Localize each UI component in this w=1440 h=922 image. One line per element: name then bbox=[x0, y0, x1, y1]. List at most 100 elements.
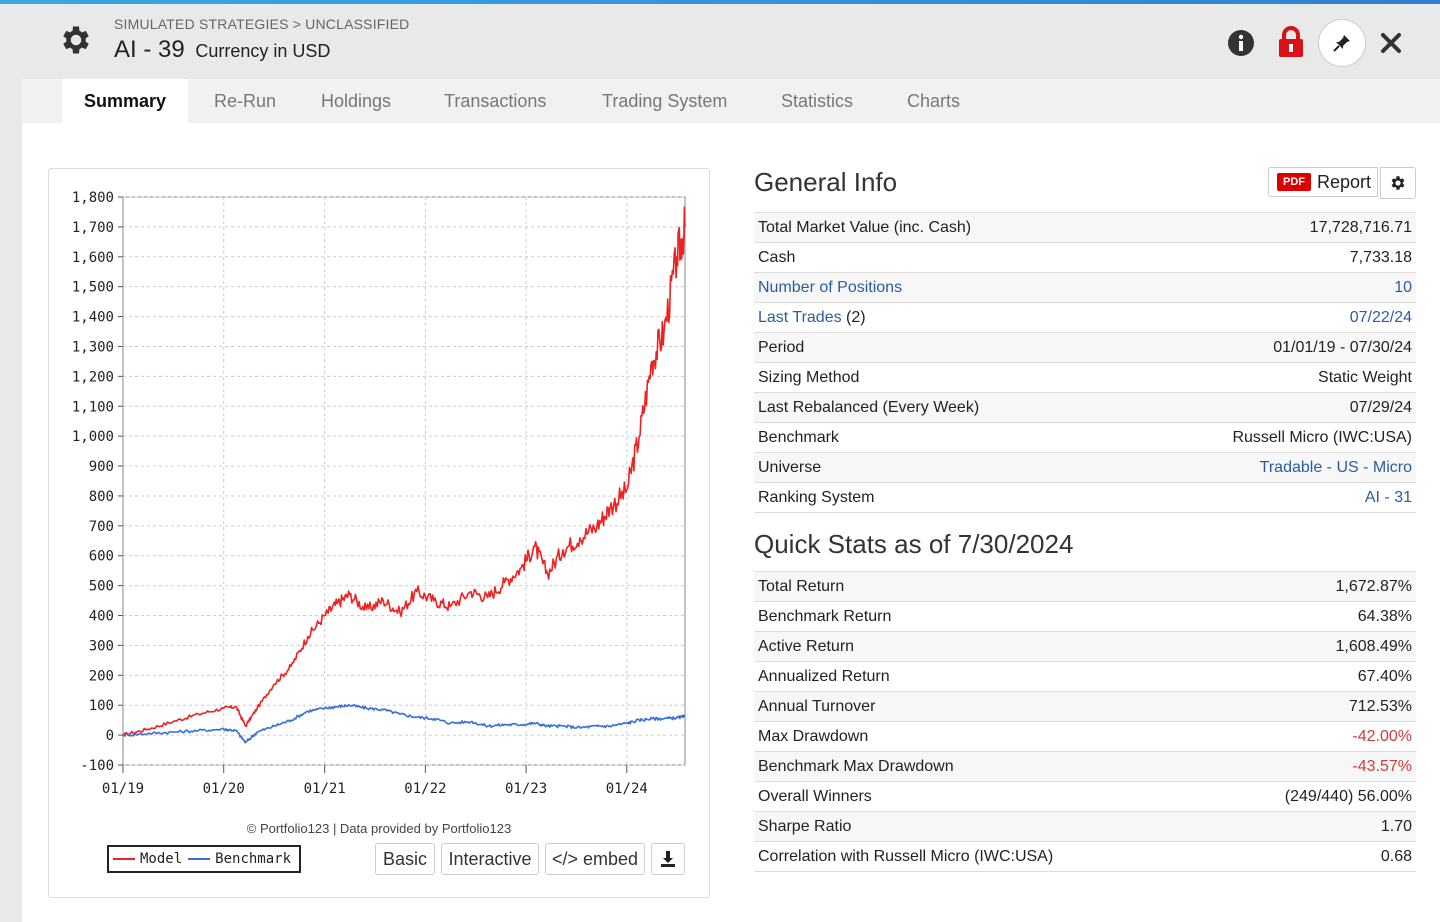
y-tick-label: 1,800 bbox=[72, 190, 114, 206]
positions-link[interactable]: Number of Positions bbox=[758, 278, 903, 296]
legend-benchmark[interactable]: Benchmark bbox=[215, 851, 292, 867]
x-tick-label: 01/21 bbox=[304, 781, 346, 797]
embed-button[interactable]: </> embed bbox=[545, 843, 645, 875]
close-button[interactable] bbox=[1376, 28, 1406, 58]
page-title: AI - 39 Currency in USD bbox=[114, 36, 330, 64]
row-label: Universe bbox=[758, 458, 822, 476]
row-value: 1,672.87% bbox=[1335, 577, 1412, 595]
row-value: 1.70 bbox=[1380, 817, 1412, 835]
pin-button[interactable] bbox=[1318, 19, 1366, 67]
last-trades-count: (2) bbox=[841, 308, 866, 326]
tab-statistics[interactable]: Statistics bbox=[781, 91, 854, 111]
breadcrumb[interactable]: SIMULATED STRATEGIES > UNCLASSIFIED bbox=[114, 16, 410, 32]
tab-trading-system[interactable]: Trading System bbox=[602, 91, 728, 111]
series-line-benchmark bbox=[122, 703, 686, 744]
general-info-title: General Info bbox=[754, 167, 898, 197]
row-label: Total Market Value (inc. Cash) bbox=[758, 218, 972, 236]
table-row: Correlation with Russell Micro (IWC:USA)… bbox=[754, 841, 1416, 872]
close-icon bbox=[1381, 33, 1401, 53]
tab-summary[interactable]: Summary bbox=[62, 79, 189, 123]
main-content: -100 0 100 200 300 400 500 600 700 800 900 1,000 1,1… bbox=[22, 123, 1440, 922]
positions-count-link[interactable]: 10 bbox=[1394, 278, 1412, 296]
y-tick-label: 1,500 bbox=[72, 280, 114, 296]
table-row: Cash 7,733.18 bbox=[754, 242, 1416, 273]
row-label: Benchmark Max Drawdown bbox=[758, 757, 954, 775]
download-button[interactable] bbox=[651, 843, 685, 875]
legend-model[interactable]: Model bbox=[140, 851, 183, 867]
row-value: 64.38% bbox=[1357, 607, 1412, 625]
row-label: Total Return bbox=[758, 577, 845, 595]
table-row: Last Rebalanced (Every Week) 07/29/24 bbox=[754, 392, 1416, 423]
table-row: Sharpe Ratio 1.70 bbox=[754, 811, 1416, 842]
performance-chart: -100 0 100 200 300 400 500 600 700 800 900 1,000 1,1… bbox=[72, 190, 686, 797]
row-value: 7,733.18 bbox=[1349, 248, 1412, 266]
table-row: Overall Winners (249/440) 56.00% bbox=[754, 781, 1416, 812]
x-tick-label: 01/24 bbox=[606, 781, 648, 797]
y-tick-label: 300 bbox=[89, 638, 114, 654]
model-legend-swatch bbox=[113, 858, 135, 860]
interactive-button[interactable]: Interactive bbox=[441, 843, 539, 875]
benchmark-legend-swatch bbox=[188, 858, 211, 860]
pdf-report-button[interactable]: PDF Report bbox=[1268, 167, 1378, 197]
y-tick-label: -100 bbox=[80, 758, 114, 774]
y-tick-label: 800 bbox=[89, 489, 114, 505]
last-trades-date-link[interactable]: 07/22/24 bbox=[1349, 308, 1412, 326]
row-label: Last Trades (2) bbox=[754, 303, 1118, 333]
y-tick-label: 1,300 bbox=[72, 339, 114, 355]
row-label: Period bbox=[758, 338, 805, 356]
ranking-system-link[interactable]: AI - 31 bbox=[1364, 488, 1412, 506]
table-row: Max Drawdown -42.00% bbox=[754, 721, 1416, 752]
table-row: Benchmark Russell Micro (IWC:USA) bbox=[754, 422, 1416, 453]
row-label: Annualized Return bbox=[758, 667, 890, 685]
y-tick-label: 100 bbox=[89, 698, 114, 714]
row-label: Correlation with Russell Micro (IWC:USA) bbox=[758, 847, 1054, 865]
series-line-model bbox=[122, 206, 686, 737]
table-row: Annualized Return 67.40% bbox=[754, 661, 1416, 692]
chart-legend: Model Benchmark bbox=[107, 845, 301, 873]
table-row: Sizing Method Static Weight bbox=[754, 362, 1416, 393]
pdf-badge-icon: PDF bbox=[1277, 173, 1311, 191]
y-tick-label: 1,000 bbox=[72, 429, 114, 445]
tab-charts[interactable]: Charts bbox=[907, 91, 961, 111]
y-tick-label: 200 bbox=[89, 668, 114, 684]
x-tick-label: 01/23 bbox=[505, 781, 547, 797]
pin-icon bbox=[1333, 35, 1350, 52]
y-tick-label: 1,100 bbox=[72, 399, 114, 415]
lock-button[interactable] bbox=[1275, 24, 1307, 60]
gear-icon[interactable] bbox=[58, 22, 94, 58]
table-row: Period 01/01/19 - 07/30/24 bbox=[754, 332, 1416, 363]
lock-icon bbox=[1279, 26, 1303, 57]
row-value: (249/440) 56.00% bbox=[1284, 787, 1412, 805]
report-settings-button[interactable] bbox=[1380, 167, 1416, 199]
strategy-name: AI - 39 bbox=[114, 36, 185, 63]
universe-link[interactable]: Tradable - US - Micro bbox=[1259, 458, 1412, 476]
row-label: Active Return bbox=[758, 637, 855, 655]
x-tick-label: 01/20 bbox=[203, 781, 245, 797]
tab-holdings[interactable]: Holdings bbox=[321, 91, 392, 111]
last-trades-link[interactable]: Last Trades bbox=[758, 308, 842, 326]
row-value: 67.40% bbox=[1357, 667, 1412, 685]
table-row: Benchmark Max Drawdown -43.57% bbox=[754, 751, 1416, 782]
row-label: Sharpe Ratio bbox=[758, 817, 852, 835]
header: SIMULATED STRATEGIES > UNCLASSIFIED AI -… bbox=[22, 4, 1440, 79]
row-value: -43.57% bbox=[1352, 757, 1412, 775]
tab-transactions[interactable]: Transactions bbox=[444, 91, 547, 111]
row-value: Static Weight bbox=[1318, 368, 1412, 386]
table-row: Benchmark Return 64.38% bbox=[754, 601, 1416, 632]
general-info-table: Total Market Value (inc. Cash) 17,728,716… bbox=[754, 212, 1416, 513]
table-row: Active Return 1,608.49% bbox=[754, 631, 1416, 662]
y-tick-label: 0 bbox=[106, 728, 114, 744]
tab-re-run[interactable]: Re-Run bbox=[214, 91, 277, 111]
info-button[interactable] bbox=[1226, 28, 1256, 58]
y-tick-label: 1,200 bbox=[72, 369, 114, 385]
y-tick-label: 900 bbox=[89, 459, 114, 475]
tab-bar: Summary Re-Run Holdings Transactions Tra… bbox=[22, 79, 1440, 123]
chart-credit: © Portfolio123 | Data provided by Portfo… bbox=[246, 821, 512, 836]
y-tick-label: 1,400 bbox=[72, 310, 114, 326]
basic-button[interactable]: Basic bbox=[375, 843, 435, 875]
table-row: Universe Tradable - US - Micro bbox=[754, 452, 1416, 483]
download-icon bbox=[661, 851, 675, 867]
x-tick-label: 01/22 bbox=[404, 781, 446, 797]
table-row: Last Trades (2) 07/22/24 bbox=[754, 302, 1416, 333]
row-label: Max Drawdown bbox=[758, 727, 869, 745]
